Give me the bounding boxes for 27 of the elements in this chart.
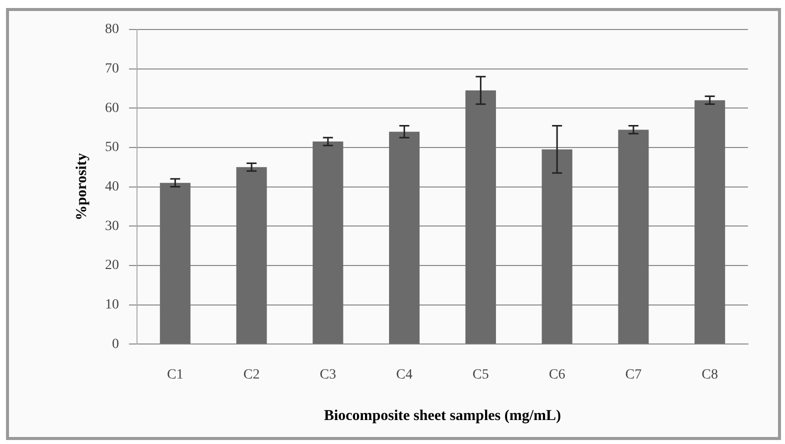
y-tick-label: 60 bbox=[105, 100, 119, 116]
y-tick-label: 50 bbox=[105, 140, 119, 156]
x-tick-label: C5 bbox=[472, 367, 489, 382]
y-tick-label: 0 bbox=[112, 336, 119, 352]
y-axis-title: %porosity bbox=[74, 152, 90, 220]
x-tick-label: C3 bbox=[320, 367, 336, 382]
x-tick-label: C7 bbox=[625, 367, 642, 382]
bar bbox=[542, 149, 572, 344]
x-tick-label: C2 bbox=[243, 367, 260, 382]
y-tick-label: 10 bbox=[105, 298, 119, 313]
y-tick-label: 40 bbox=[105, 179, 119, 194]
x-tick-label: C8 bbox=[702, 367, 718, 382]
y-tick-label: 80 bbox=[105, 22, 119, 38]
x-tick-label: C1 bbox=[167, 367, 184, 382]
x-tick-label: C4 bbox=[396, 367, 412, 382]
y-tick-label: 20 bbox=[105, 258, 119, 274]
bar bbox=[236, 167, 267, 344]
x-axis-title: Biocomposite sheet samples (mg/mL) bbox=[324, 408, 562, 424]
bar bbox=[389, 132, 420, 344]
y-tick-label: 70 bbox=[105, 61, 119, 76]
bar bbox=[465, 90, 496, 344]
y-tick-label: 30 bbox=[105, 218, 119, 234]
bar bbox=[694, 100, 726, 344]
x-tick-label: C6 bbox=[548, 367, 566, 382]
bar bbox=[160, 182, 190, 344]
bar bbox=[312, 142, 344, 344]
bar bbox=[618, 130, 649, 344]
